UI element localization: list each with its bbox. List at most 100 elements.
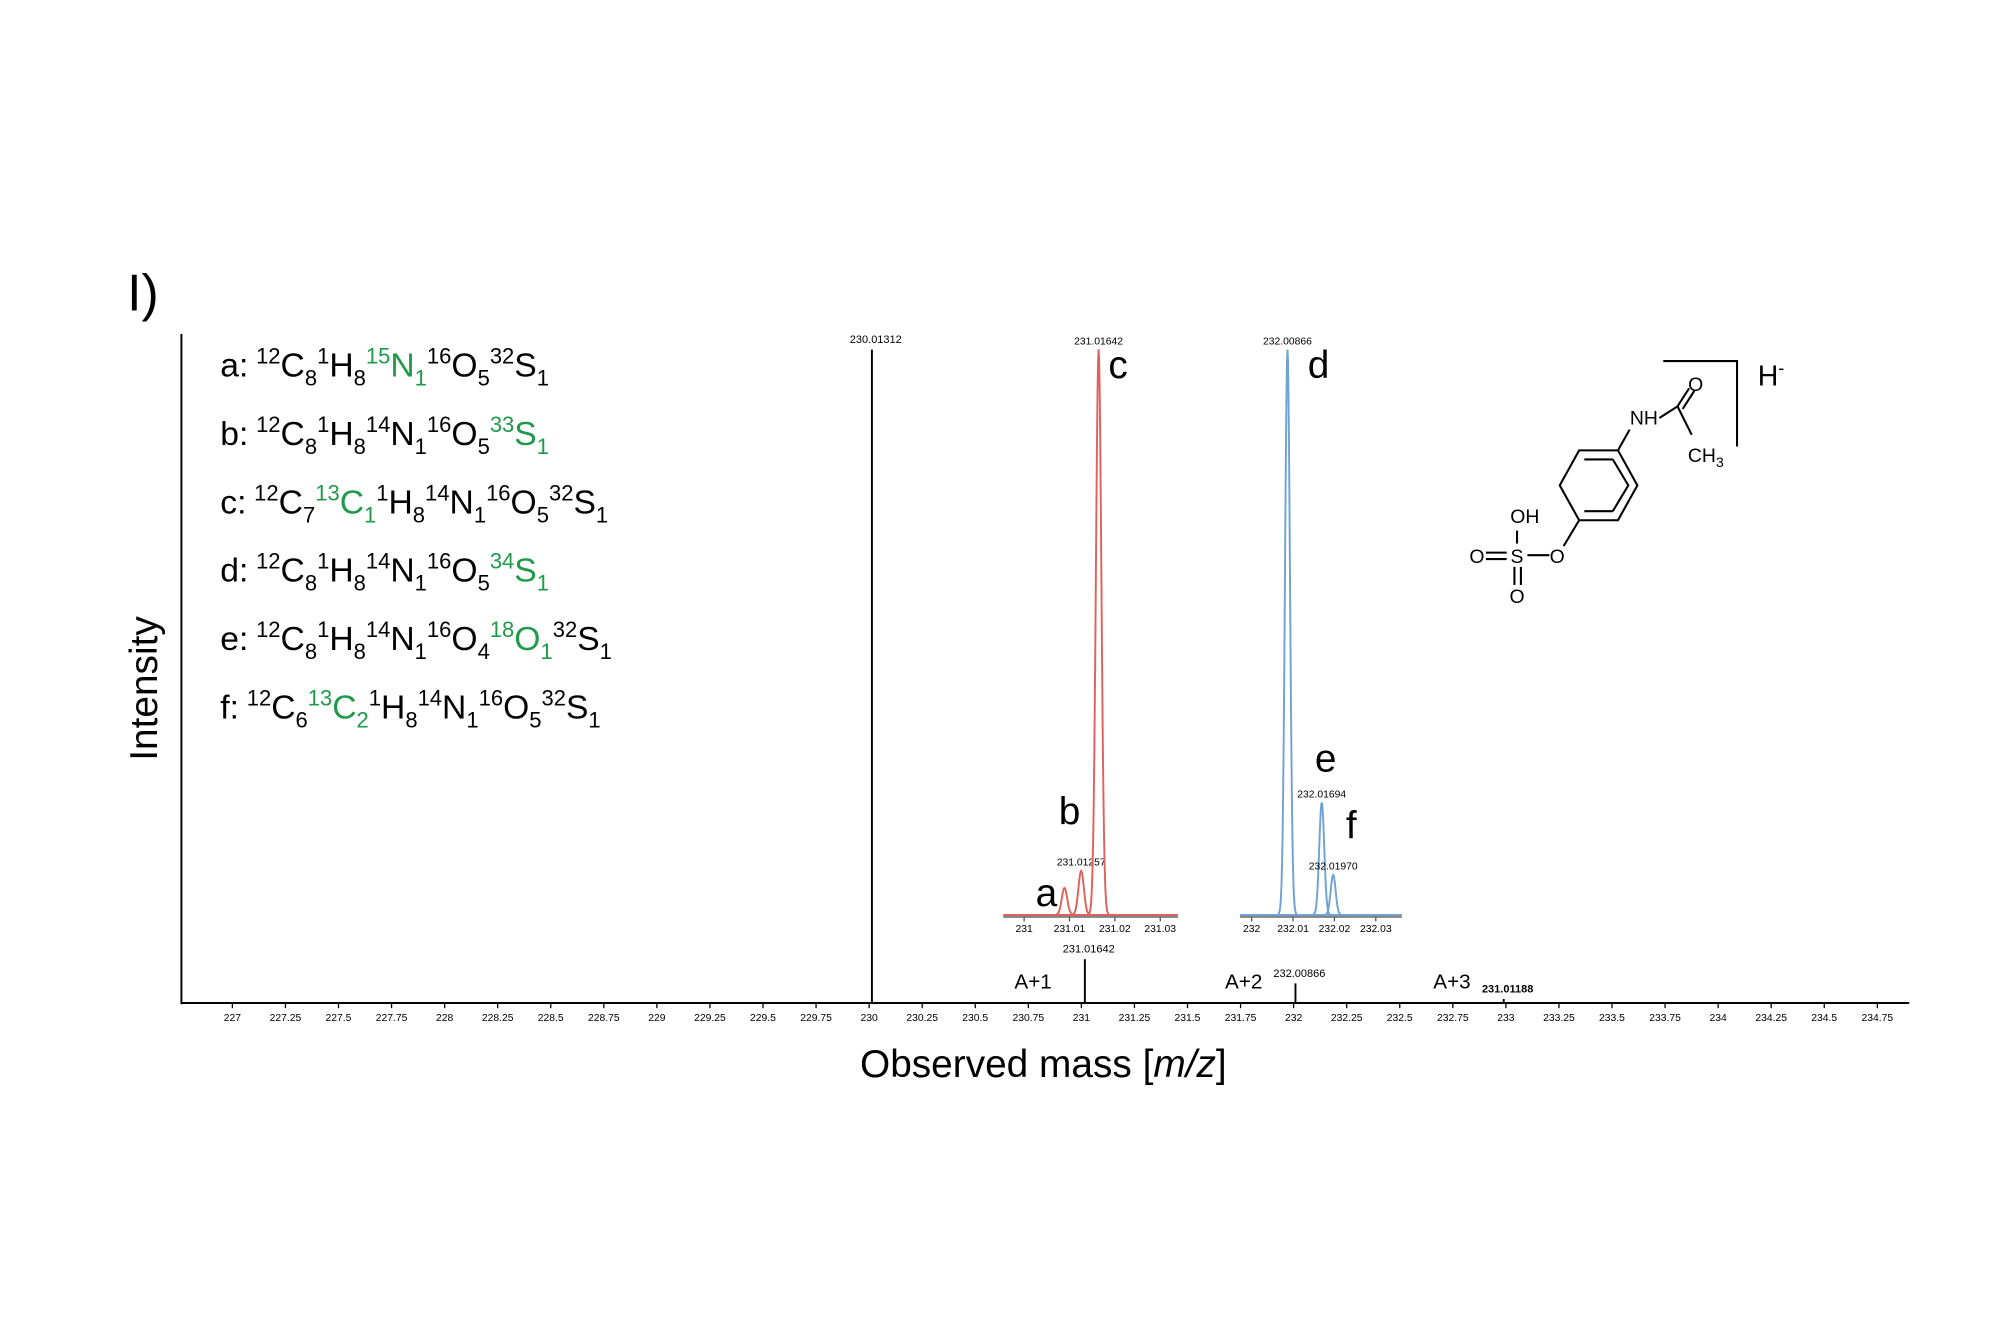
element-symbol: O: [503, 689, 529, 726]
element-symbol: N: [390, 553, 414, 590]
peak-profile: [1087, 349, 1110, 916]
formula-label: c:: [220, 484, 246, 521]
isotope-mass: 1: [317, 344, 329, 369]
formula-label: d:: [220, 553, 248, 590]
x-tick-label: 232.75: [1437, 1013, 1469, 1024]
element-symbol: H: [388, 484, 412, 521]
atom-label: O: [1688, 374, 1703, 396]
atom-count: 8: [305, 366, 317, 391]
atom-count: 5: [478, 366, 490, 391]
formula: b: 12C81H814N116O533S1: [220, 412, 549, 459]
x-tick-label: 229.5: [750, 1013, 776, 1024]
peak-letter: b: [1059, 790, 1081, 833]
atom-count: 1: [537, 366, 549, 391]
atom-label: OH: [1510, 506, 1539, 528]
formula: d: 12C81H814N116O534S1: [220, 549, 549, 596]
x-tick-label: 234.75: [1861, 1013, 1893, 1024]
element-symbol: H: [329, 553, 353, 590]
x-tick-label: 231.5: [1175, 1013, 1201, 1024]
structure: O NH CH3 O S OH O O H-: [1469, 358, 1784, 608]
isotope-mass: 12: [256, 617, 280, 642]
element-symbol: N: [450, 484, 474, 521]
element-symbol: N: [390, 416, 414, 453]
atom-count: 8: [354, 571, 366, 596]
isotope-mass: 14: [366, 617, 390, 642]
x-tick-label: 232.01: [1277, 924, 1309, 935]
element-symbol: N: [390, 348, 414, 385]
x-tick-label: 234.5: [1811, 1013, 1837, 1024]
atom-count: 5: [478, 571, 490, 596]
atom-label: O: [1469, 546, 1484, 568]
peak-letter: e: [1315, 737, 1337, 780]
isotope-annotation: A+3: [1433, 971, 1470, 994]
isotope-mass: 12: [254, 480, 278, 505]
atom-count: 8: [354, 639, 366, 664]
atom-label: O: [1550, 546, 1565, 568]
x-tick-label: 232.25: [1331, 1013, 1363, 1024]
atom-count: 1: [540, 639, 552, 664]
peak-label: 231.01257: [1057, 858, 1106, 869]
x-tick-label: 230.5: [962, 1013, 988, 1024]
atom-count: 2: [357, 707, 369, 732]
element-symbol: C: [271, 689, 295, 726]
isotope-mass: 12: [256, 549, 280, 574]
bond: [1617, 429, 1631, 451]
x-tick-label: 229.25: [694, 1013, 726, 1024]
isotope-mass: 16: [427, 344, 451, 369]
x-tick-label: 229.75: [800, 1013, 832, 1024]
isotope-mass: 32: [549, 480, 573, 505]
peak-label: 232.01970: [1309, 862, 1358, 873]
element-symbol: C: [332, 689, 356, 726]
formula-label: a:: [220, 348, 248, 385]
element-symbol: O: [451, 553, 477, 590]
x-tick-label: 231.25: [1119, 1013, 1151, 1024]
atom-label: NH: [1630, 407, 1658, 429]
formula-label: b:: [220, 416, 248, 453]
atom-count: 8: [354, 434, 366, 459]
x-tick-label: 230.75: [1012, 1013, 1044, 1024]
atom-count: 1: [600, 639, 612, 664]
element-symbol: C: [281, 621, 305, 658]
x-tick-label: 227: [224, 1013, 242, 1024]
panel-label: I): [127, 264, 159, 322]
x-tick-label: 230: [860, 1013, 878, 1024]
atom-count: 8: [405, 707, 417, 732]
x-tick-label: 232.02: [1319, 924, 1351, 935]
element-symbol: O: [514, 621, 540, 658]
atom-subscript: 3: [1716, 455, 1724, 471]
peak-label: 231.01642: [1063, 944, 1115, 956]
element-symbol: C: [281, 553, 305, 590]
isotope-mass: 12: [256, 344, 280, 369]
x-tick-label: 233: [1497, 1013, 1515, 1024]
atom-count: 1: [466, 707, 478, 732]
isotope-mass: 1: [317, 549, 329, 574]
x-tick-label: 232: [1285, 1013, 1303, 1024]
atom-label: O: [1509, 586, 1524, 608]
atom-count: 1: [596, 502, 608, 527]
element-symbol: S: [514, 553, 536, 590]
peak-label: 231.01642: [1074, 336, 1123, 347]
formula-label: e:: [220, 621, 248, 658]
element-symbol: S: [514, 416, 536, 453]
formula: f: 12C613C21H814N116O532S1: [220, 685, 600, 732]
atom-count: 1: [415, 366, 427, 391]
isotope-mass: 13: [308, 685, 332, 710]
element-symbol: C: [281, 348, 305, 385]
isotope-mass: 34: [490, 549, 514, 574]
element-symbol: S: [577, 621, 599, 658]
x-tick-label: 233.5: [1599, 1013, 1625, 1024]
peak-label: 232.00866: [1263, 336, 1312, 347]
isotope-mass: 16: [427, 617, 451, 642]
atom-count: 1: [474, 502, 486, 527]
element-symbol: C: [340, 484, 364, 521]
atom-count: 8: [305, 639, 317, 664]
peak-letter: c: [1108, 344, 1127, 387]
formula: a: 12C81H815N116O532S1: [220, 344, 549, 391]
isotope-mass: 16: [427, 412, 451, 437]
isotope-annotation: A+1: [1014, 971, 1051, 994]
element-symbol: C: [281, 416, 305, 453]
atom-count: 5: [529, 707, 541, 732]
x-tick-label: 234.25: [1755, 1013, 1787, 1024]
